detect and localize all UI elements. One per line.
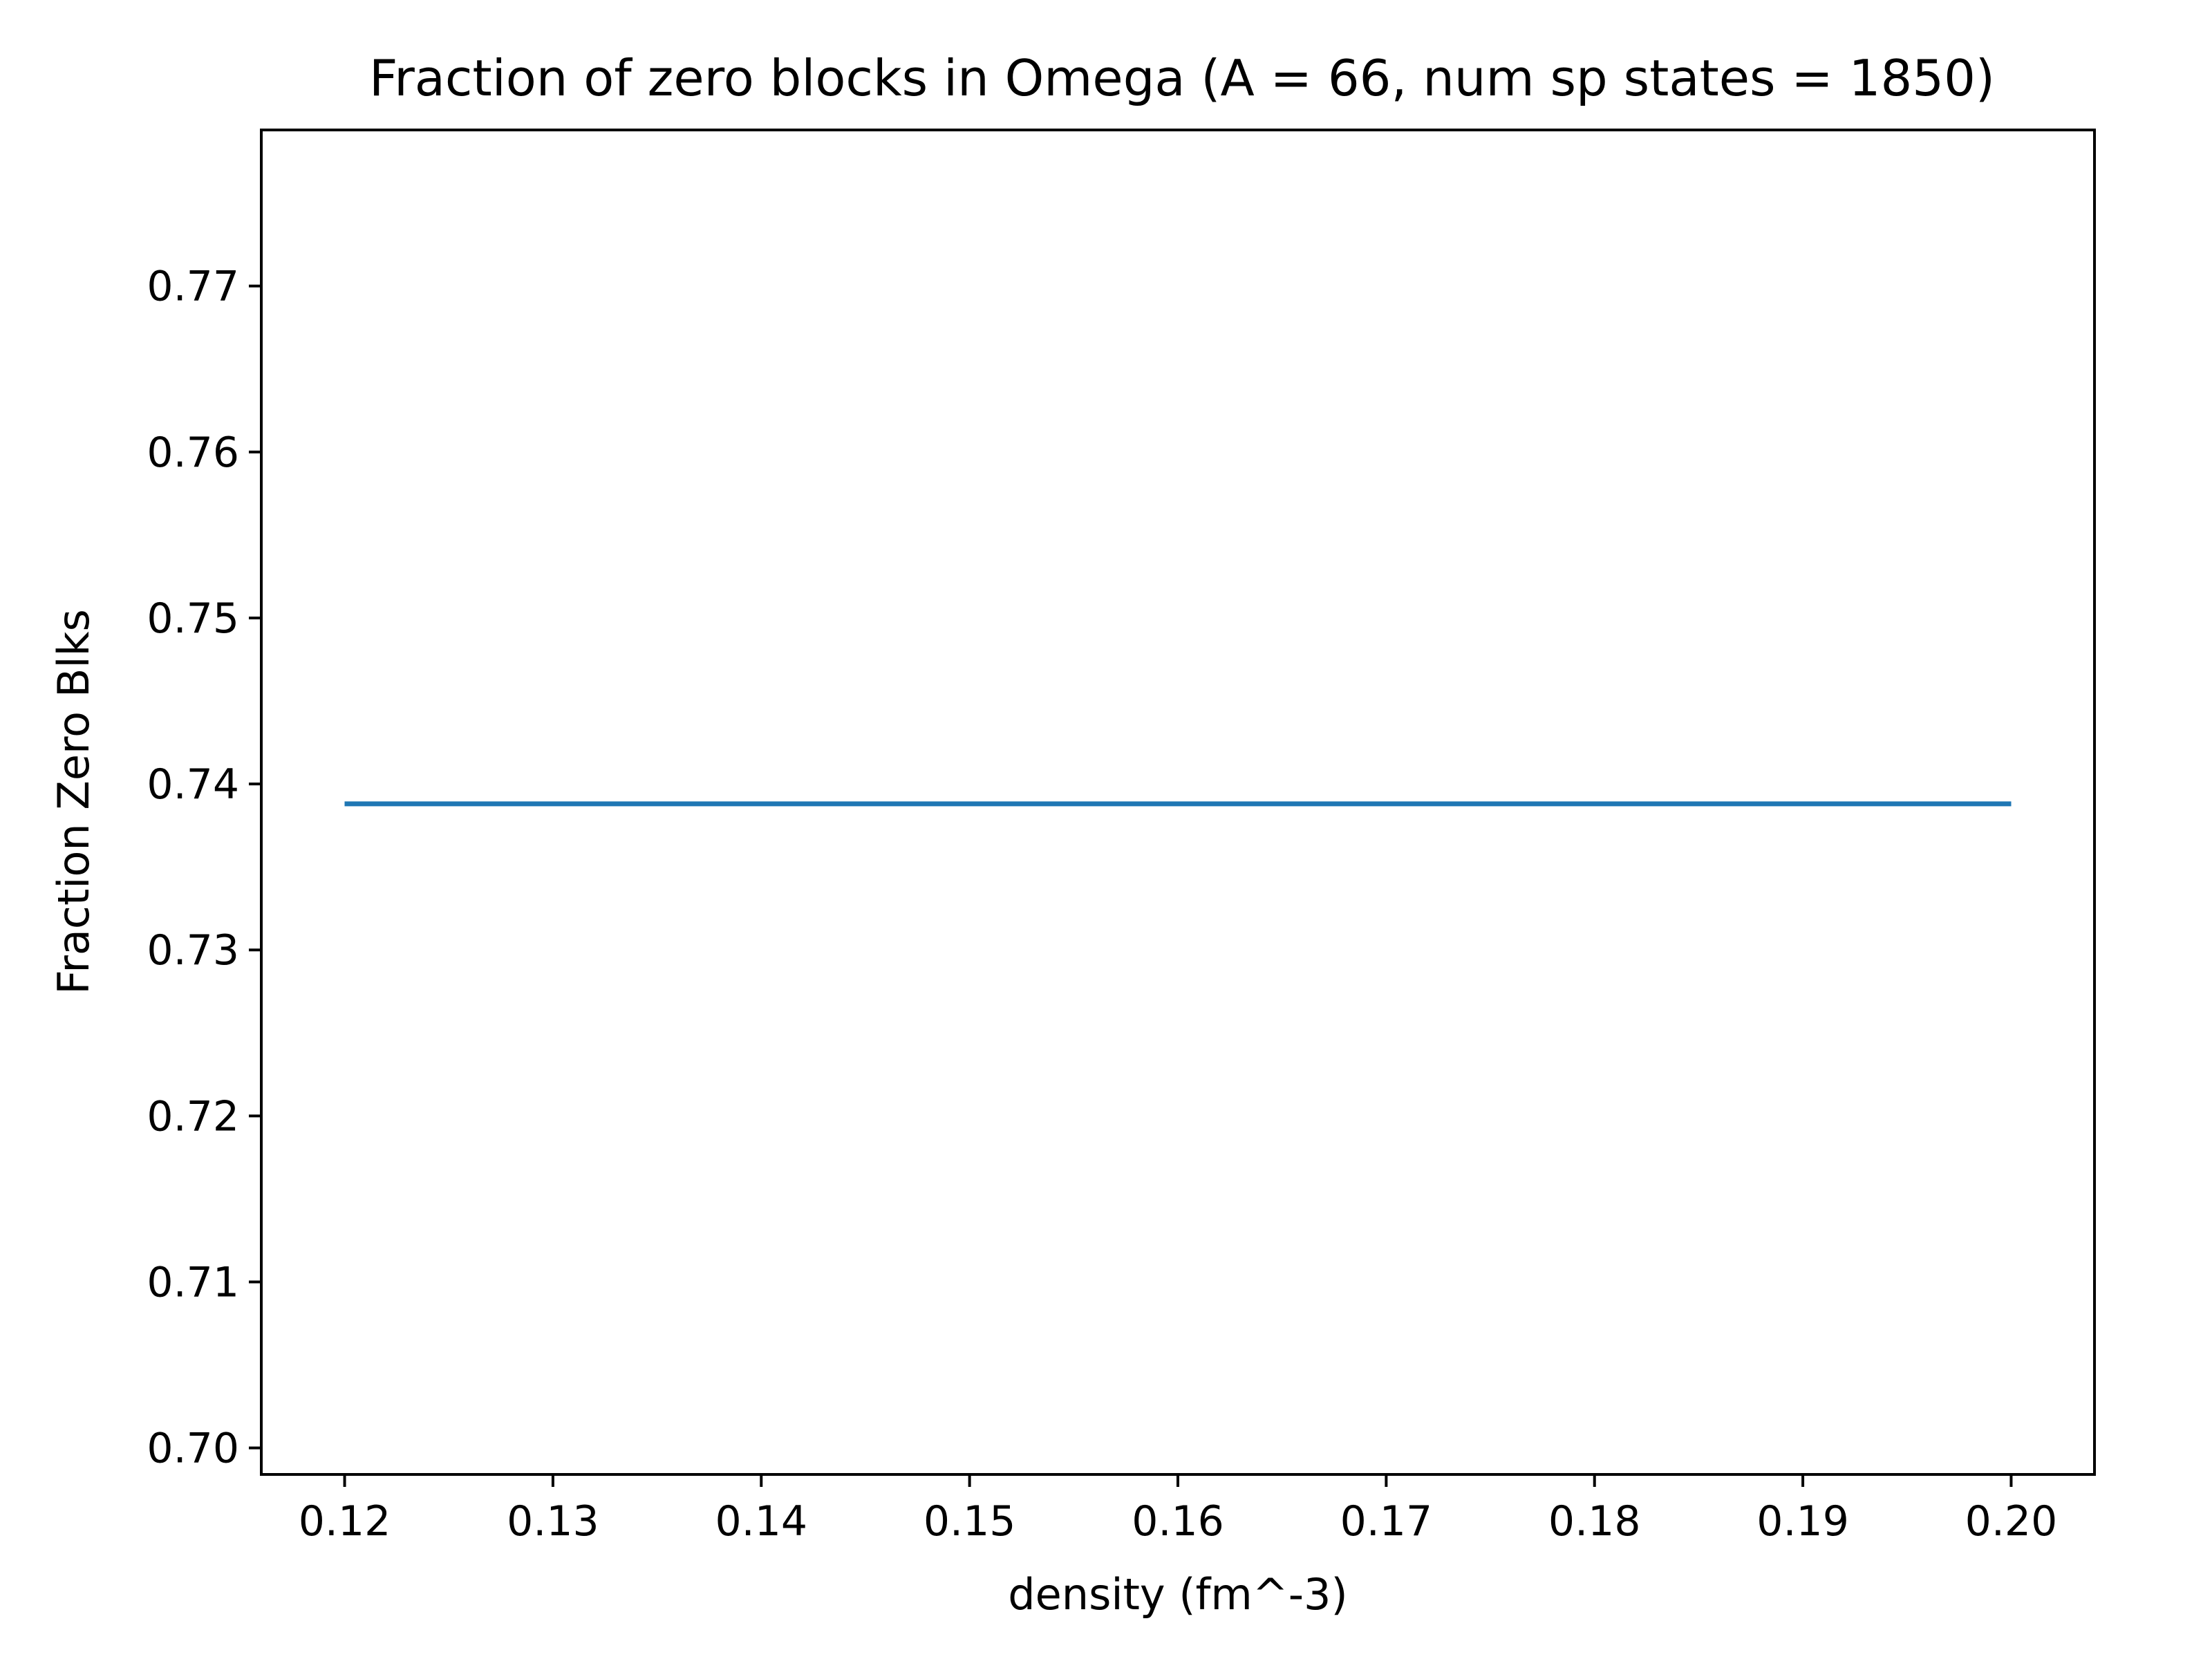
y-axis-label: Fraction Zero Blks	[48, 609, 99, 995]
y-tick-label: 0.74	[147, 760, 239, 809]
y-tick-label: 0.77	[147, 263, 239, 311]
y-tick-label: 0.76	[147, 429, 239, 477]
x-tick-label: 0.15	[924, 1497, 1016, 1546]
x-tick-label: 0.16	[1132, 1497, 1224, 1546]
y-tick-label: 0.73	[147, 926, 239, 975]
y-tick-label: 0.71	[147, 1258, 239, 1306]
y-tick-label: 0.75	[147, 594, 239, 643]
x-tick-label: 0.13	[507, 1497, 599, 1546]
x-tick-label: 0.17	[1340, 1497, 1433, 1546]
x-tick-label: 0.18	[1548, 1497, 1641, 1546]
x-tick-label: 0.12	[299, 1497, 391, 1546]
y-axis-ticks: 0.70 0.71 0.72 0.73 0.74 0.75 0.76 0.77	[147, 263, 261, 1473]
y-tick-label: 0.72	[147, 1092, 239, 1141]
y-tick-label: 0.70	[147, 1425, 239, 1473]
x-axis-ticks: 0.12 0.13 0.14 0.15 0.16 0.17 0.18 0.19 0.20	[299, 1474, 2058, 1546]
x-axis-label: density (fm^-3)	[1008, 1569, 1347, 1620]
axes-frame	[260, 129, 2096, 1476]
x-tick-label: 0.20	[1965, 1497, 2058, 1546]
x-tick-label: 0.14	[715, 1497, 807, 1546]
chart-title: Fraction of zero blocks in Omega (A = 66…	[369, 49, 1995, 107]
x-tick-label: 0.19	[1756, 1497, 1849, 1546]
